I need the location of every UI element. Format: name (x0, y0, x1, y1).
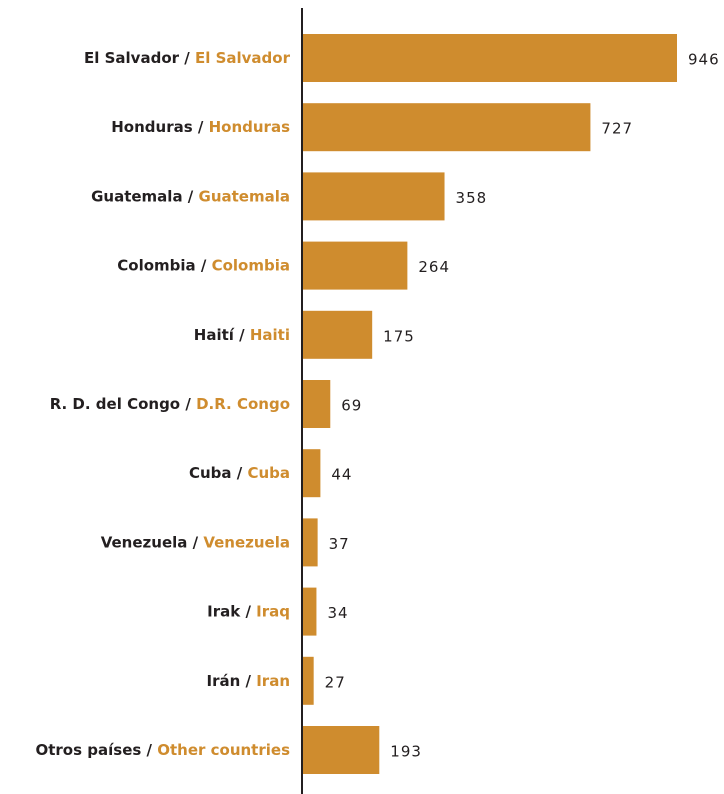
category-es: Irak (207, 602, 241, 620)
separator: / (234, 325, 250, 343)
category-en: Colombia (212, 256, 290, 274)
category-en: El Salvador (195, 49, 291, 67)
category-label: Honduras / Honduras (111, 118, 290, 136)
category-label: Guatemala / Guatemala (91, 187, 290, 205)
value-label: 193 (390, 743, 422, 761)
category-en: Other countries (157, 741, 290, 759)
category-es: Otros países (35, 741, 141, 759)
bar (303, 241, 408, 290)
value-label: 264 (418, 258, 450, 276)
category-es: Honduras (111, 118, 192, 136)
separator: / (240, 602, 256, 620)
separator: / (196, 256, 212, 274)
category-es: Venezuela (101, 533, 188, 551)
category-en: Iraq (256, 602, 290, 620)
value-label: 175 (383, 327, 415, 345)
bar (303, 726, 380, 774)
category-es: El Salvador (84, 49, 180, 67)
separator: / (240, 671, 256, 689)
bar (303, 587, 317, 636)
category-en: D.R. Congo (196, 395, 290, 413)
category-en: Haiti (250, 325, 290, 343)
value-label: 358 (456, 189, 488, 207)
category-label: Irak / Iraq (207, 602, 290, 620)
bar (303, 449, 321, 498)
category-en: Iran (256, 671, 290, 689)
category-es: Guatemala (91, 187, 182, 205)
category-es: Haití (194, 325, 235, 343)
value-label: 27 (325, 673, 346, 691)
separator: / (232, 464, 248, 482)
category-label: Cuba / Cuba (189, 464, 290, 482)
value-label: 69 (341, 397, 362, 415)
category-es: R. D. del Congo (50, 395, 180, 413)
separator: / (179, 49, 195, 67)
category-en: Cuba (247, 464, 290, 482)
category-label: R. D. del Congo / D.R. Congo (50, 395, 290, 413)
bar (303, 656, 314, 705)
bar (303, 380, 331, 428)
value-label: 37 (329, 535, 350, 553)
bar (303, 310, 373, 359)
bar (303, 103, 591, 152)
value-label: 946 (688, 51, 720, 69)
category-es: Colombia (117, 256, 195, 274)
separator: / (180, 395, 196, 413)
category-label: Irán / Iran (207, 671, 291, 689)
category-label: Otros países / Other countries (35, 741, 290, 759)
category-en: Honduras (209, 118, 290, 136)
separator: / (183, 187, 199, 205)
category-label: Haití / Haiti (194, 325, 290, 343)
category-label: Venezuela / Venezuela (101, 533, 290, 551)
category-es: Irán (207, 671, 241, 689)
bar (303, 34, 677, 82)
separator: / (193, 118, 209, 136)
category-label: El Salvador / El Salvador (84, 49, 291, 67)
category-en: Guatemala (199, 187, 290, 205)
bar (303, 172, 445, 221)
value-label: 44 (331, 466, 352, 484)
bar (303, 518, 318, 567)
separator: / (187, 533, 203, 551)
category-en: Venezuela (203, 533, 290, 551)
value-label: 727 (601, 120, 633, 138)
separator: / (141, 741, 157, 759)
category-label: Colombia / Colombia (117, 256, 290, 274)
value-label: 34 (327, 604, 348, 622)
category-es: Cuba (189, 464, 232, 482)
